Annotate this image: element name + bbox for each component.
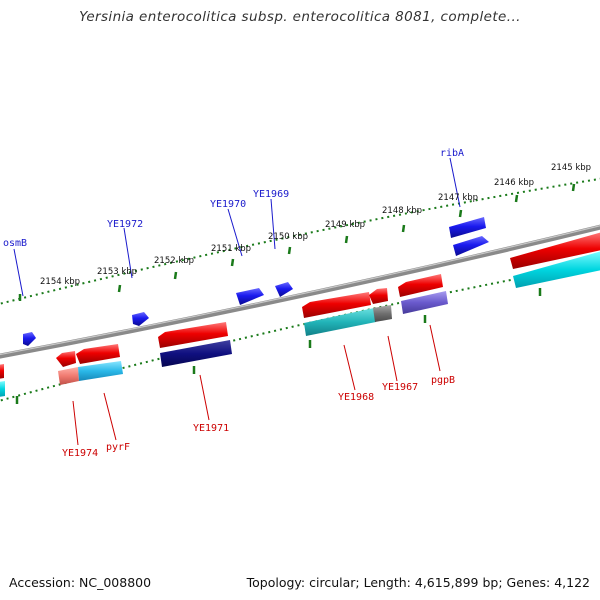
gene-label-pyrF[interactable]: pyrF: [106, 442, 130, 453]
gene-right-forward[interactable]: [510, 232, 600, 288]
inner-scale-line: [0, 261, 600, 402]
gene-label-YE1969[interactable]: YE1969: [253, 189, 289, 200]
gene-pgpB[interactable]: [398, 274, 448, 314]
scale-label: 2145 kbp: [551, 163, 591, 173]
topology-label: Topology: circular; Length: 4,615,899 bp…: [246, 575, 590, 590]
scale-label: 2151 kbp: [211, 244, 251, 254]
gene-label-YE1967[interactable]: YE1967: [382, 382, 418, 393]
scale-label: 2152 kbp: [154, 256, 194, 266]
reverse-label-leaders: [72, 324, 441, 446]
gene-label-YE1970[interactable]: YE1970: [210, 199, 246, 210]
gene-label-YE1972[interactable]: YE1972: [107, 219, 143, 230]
gene-label-osmB[interactable]: osmB: [3, 238, 27, 249]
forward-label-leaders: [13, 157, 461, 297]
scale-label: 2153 kbp: [97, 267, 137, 277]
map-title: Yersinia enterocolitica subsp. enterocol…: [79, 9, 521, 25]
gene-label-ribA[interactable]: ribA: [440, 148, 464, 159]
gene-left-edge[interactable]: [0, 364, 5, 397]
scale-label: 2148 kbp: [382, 206, 422, 216]
gene-osmB[interactable]: [23, 332, 36, 346]
gene-YE1967[interactable]: [369, 288, 392, 322]
gene-YE1974[interactable]: [56, 351, 79, 385]
gene-label-YE1974[interactable]: YE1974: [62, 448, 98, 459]
gene-YE1968[interactable]: [302, 292, 376, 336]
scale-label: 2154 kbp: [40, 277, 80, 287]
gene-YE1971[interactable]: [158, 322, 232, 367]
scale-label: 2149 kbp: [325, 220, 365, 230]
scale-label: 2146 kbp: [494, 178, 534, 188]
gene-label-YE1968[interactable]: YE1968: [338, 392, 374, 403]
gene-YE1970[interactable]: [236, 288, 264, 305]
gene-ribA[interactable]: [449, 217, 489, 256]
gene-YE1969[interactable]: [275, 282, 293, 297]
gene-label-pgpB[interactable]: pgpB: [431, 375, 455, 386]
outer-scale-line: [0, 177, 600, 305]
genome-backbone: [0, 224, 600, 359]
gene-label-YE1971[interactable]: YE1971: [193, 423, 229, 434]
scale-label: 2147 kbp: [438, 193, 478, 203]
inner-major-ticks: [15, 288, 542, 404]
accession-label: Accession: NC_008800: [9, 575, 152, 590]
gene-YE1972[interactable]: [132, 312, 149, 326]
scale-label: 2150 kbp: [268, 232, 308, 242]
gene-pyrF[interactable]: [76, 344, 123, 381]
outer-major-ticks: [18, 183, 576, 301]
